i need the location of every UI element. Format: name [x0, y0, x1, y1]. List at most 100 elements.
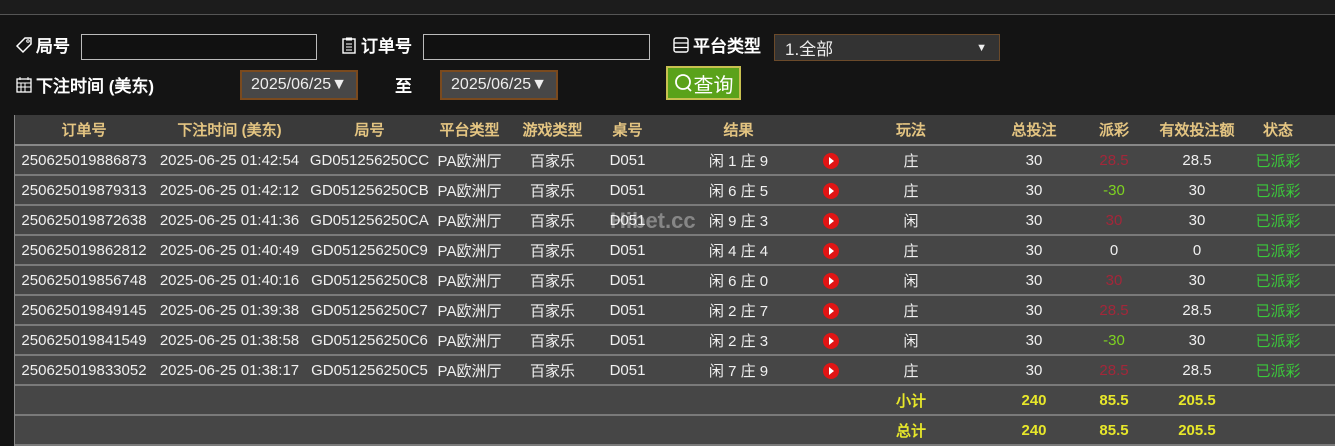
round-id-cell: GD051256250CB — [306, 175, 433, 206]
empty-cell — [15, 385, 153, 416]
platform-cell: PA欧洲厅 — [433, 325, 506, 356]
play-type-cell: 庄 — [841, 355, 981, 386]
result-cell: 闲 2 庄 7 — [656, 295, 821, 326]
platform-cell: PA欧洲厅 — [433, 355, 506, 386]
status-cell: 已派彩 — [1253, 175, 1303, 206]
game-type-cell: 百家乐 — [506, 145, 599, 176]
play-video-icon[interactable] — [823, 152, 839, 169]
extra-cell — [1303, 145, 1335, 176]
payout-cell: 28.5 — [1087, 295, 1141, 326]
play-video-icon[interactable] — [823, 242, 839, 259]
column-header: 平台类型 — [433, 115, 506, 146]
replay-cell — [821, 265, 841, 296]
play-type-cell: 闲 — [841, 265, 981, 296]
empty-cell — [1253, 385, 1303, 416]
date-from-picker[interactable]: 2025/06/25▼ — [240, 70, 358, 100]
round-id-cell: GD051256250C9 — [306, 235, 433, 266]
column-header: 有效投注额 — [1141, 115, 1253, 146]
valid-bet-cell: 30 — [1141, 265, 1253, 296]
column-header: 局号 — [306, 115, 433, 146]
result-cell: 闲 6 庄 0 — [656, 265, 821, 296]
platform-select[interactable]: 1.全部 ▼ — [774, 34, 1000, 61]
column-header — [1303, 115, 1335, 146]
query-button[interactable]: 查询 — [666, 66, 741, 100]
payout-cell: -30 — [1087, 175, 1141, 206]
status-cell: 已派彩 — [1253, 325, 1303, 356]
subtotal-total-bet: 240 — [981, 385, 1087, 416]
play-type-cell: 闲 — [841, 205, 981, 236]
replay-cell — [821, 235, 841, 266]
play-video-icon[interactable] — [823, 362, 839, 379]
round-input[interactable] — [81, 34, 317, 60]
empty-cell — [153, 385, 306, 416]
play-video-icon[interactable] — [823, 182, 839, 199]
tag-icon — [15, 36, 32, 53]
platform-cell: PA欧洲厅 — [433, 145, 506, 176]
replay-cell — [821, 175, 841, 206]
game-type-cell: 百家乐 — [506, 265, 599, 296]
order-id-cell: 250625019886873 — [15, 145, 153, 176]
total-payout: 85.5 — [1087, 415, 1141, 446]
play-video-icon[interactable] — [823, 332, 839, 349]
order-label: 订单号 — [340, 32, 412, 57]
replay-cell — [821, 355, 841, 386]
valid-bet-cell: 28.5 — [1141, 295, 1253, 326]
clipboard-icon — [342, 37, 356, 54]
column-header: 结果 — [656, 115, 821, 146]
column-header: 总投注 — [981, 115, 1087, 146]
game-type-cell: 百家乐 — [506, 325, 599, 356]
order-input[interactable] — [423, 34, 650, 60]
table-id-cell: D051 — [599, 205, 656, 236]
play-type-cell: 庄 — [841, 175, 981, 206]
table-row: 250625019849145 2025-06-25 01:39:38 GD0512… — [15, 295, 1335, 326]
status-cell: 已派彩 — [1253, 295, 1303, 326]
total-bet-cell: 30 — [981, 145, 1087, 176]
order-id-cell: 250625019841549 — [15, 325, 153, 356]
total-bet-cell: 30 — [981, 325, 1087, 356]
payout-cell: 0 — [1087, 235, 1141, 266]
table-row: 250625019886873 2025-06-25 01:42:54 GD0512… — [15, 145, 1335, 176]
valid-bet-cell: 28.5 — [1141, 145, 1253, 176]
game-type-cell: 百家乐 — [506, 175, 599, 206]
result-cell: 闲 9 庄 3 — [656, 205, 821, 236]
status-cell: 已派彩 — [1253, 355, 1303, 386]
table-id-cell: D051 — [599, 295, 656, 326]
order-id-cell: 250625019856748 — [15, 265, 153, 296]
status-cell: 已派彩 — [1253, 235, 1303, 266]
game-type-cell: 百家乐 — [506, 355, 599, 386]
table-row: 250625019833052 2025-06-25 01:38:17 GD0512… — [15, 355, 1335, 386]
column-header: 游戏类型 — [506, 115, 599, 146]
order-id-cell: 250625019849145 — [15, 295, 153, 326]
replay-cell — [821, 145, 841, 176]
table-id-cell: D051 — [599, 175, 656, 206]
total-bet-cell: 30 — [981, 265, 1087, 296]
platform-cell: PA欧洲厅 — [433, 205, 506, 236]
column-header: 下注时间 (美东) — [153, 115, 306, 146]
empty-cell — [306, 385, 433, 416]
play-type-cell: 闲 — [841, 325, 981, 356]
extra-cell — [1303, 355, 1335, 386]
play-video-icon[interactable] — [823, 302, 839, 319]
status-cell: 已派彩 — [1253, 205, 1303, 236]
extra-cell — [1303, 325, 1335, 356]
to-label: 至 — [395, 77, 412, 96]
platform-cell: PA欧洲厅 — [433, 295, 506, 326]
valid-bet-cell: 30 — [1141, 175, 1253, 206]
date-to-picker[interactable]: 2025/06/25▼ — [440, 70, 558, 100]
round-id-cell: GD051256250CA — [306, 205, 433, 236]
total-bet-cell: 30 — [981, 235, 1087, 266]
column-header: 玩法 — [841, 115, 981, 146]
extra-cell — [1303, 295, 1335, 326]
game-type-cell: 百家乐 — [506, 295, 599, 326]
bet-time-cell: 2025-06-25 01:41:36 — [153, 205, 306, 236]
play-video-icon[interactable] — [823, 272, 839, 289]
valid-bet-cell: 0 — [1141, 235, 1253, 266]
play-video-icon[interactable] — [823, 212, 839, 229]
extra-cell — [1303, 235, 1335, 266]
table-row: 250625019862812 2025-06-25 01:40:49 GD0512… — [15, 235, 1335, 266]
top-bar — [0, 0, 1335, 15]
valid-bet-cell: 30 — [1141, 325, 1253, 356]
column-header: 桌号 — [599, 115, 656, 146]
platform-cell: PA欧洲厅 — [433, 235, 506, 266]
bet-time-cell: 2025-06-25 01:42:12 — [153, 175, 306, 206]
